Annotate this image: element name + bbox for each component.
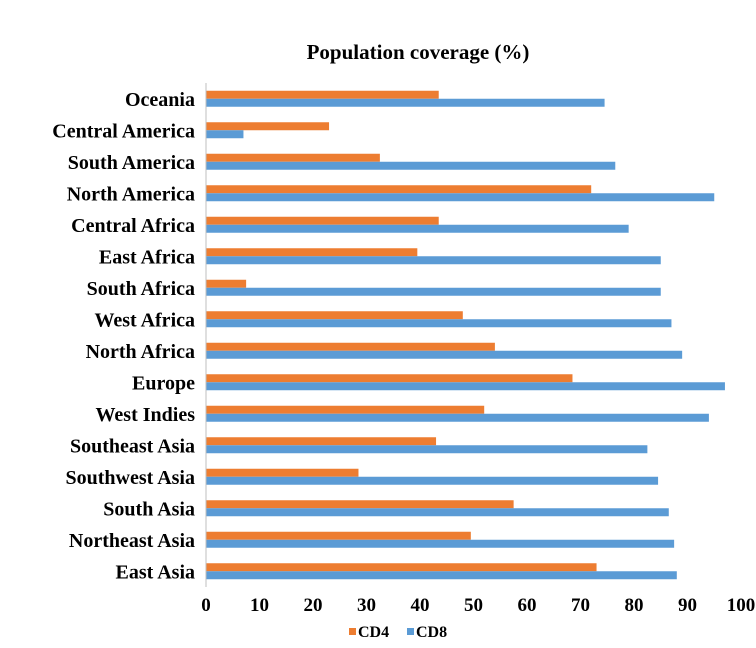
category-label: West Indies: [96, 404, 196, 426]
bar-cd8-northeast-asia: [206, 539, 675, 548]
bar-cd8-oceania: [206, 98, 605, 107]
bar-cd4-north-america: [206, 185, 592, 194]
category-label: East Africa: [99, 246, 195, 268]
bar-cd4-southeast-asia: [206, 437, 437, 446]
bar-cd8-south-africa: [206, 287, 661, 296]
category-label: North America: [67, 183, 195, 205]
bar-cd4-south-asia: [206, 500, 514, 509]
bar-cd4-south-africa: [206, 279, 247, 288]
bar-cd8-south-asia: [206, 508, 669, 517]
category-label: Europe: [132, 372, 195, 394]
category-label: Oceania: [125, 89, 195, 111]
x-axis-ticks: 0 10 20 30 40 50 60 70 80 90 100: [201, 595, 755, 616]
category-label: South America: [68, 152, 195, 174]
x-tick-label: 80: [625, 595, 644, 616]
bar-cd4-oceania: [206, 90, 439, 99]
bars-group: [206, 90, 725, 580]
bar-cd4-southwest-asia: [206, 468, 359, 477]
category-label: West Africa: [94, 309, 195, 331]
bar-cd4-central-america: [206, 122, 330, 131]
bar-cd8-europe: [206, 382, 725, 391]
category-label: Central America: [52, 120, 195, 142]
category-label: East Asia: [116, 561, 195, 583]
bar-cd4-east-asia: [206, 563, 597, 572]
x-tick-label: 50: [464, 595, 483, 616]
bar-cd4-north-africa: [206, 342, 495, 351]
bar-cd8-west-indies: [206, 413, 709, 422]
bar-cd8-central-america: [206, 130, 244, 139]
legend-label-cd8: CD8: [416, 624, 447, 641]
bar-cd8-north-america: [206, 193, 715, 202]
bar-cd8-east-asia: [206, 571, 677, 580]
chart-title: Population coverage (%): [307, 40, 530, 64]
bar-cd4-west-indies: [206, 405, 485, 414]
category-label: Central Africa: [71, 215, 195, 237]
category-label: Southwest Asia: [66, 467, 195, 489]
legend-swatch-cd4: [349, 628, 356, 635]
legend-label-cd4: CD4: [358, 624, 389, 641]
x-tick-label: 0: [201, 595, 211, 616]
bar-cd4-northeast-asia: [206, 531, 471, 540]
bar-cd4-central-africa: [206, 216, 439, 225]
bar-cd4-east-africa: [206, 248, 418, 257]
bar-cd4-south-america: [206, 153, 380, 162]
bar-cd4-west-africa: [206, 311, 463, 320]
category-label: North Africa: [86, 341, 195, 363]
legend: CD4 CD8: [349, 624, 447, 641]
x-tick-label: 90: [678, 595, 697, 616]
bar-cd8-central-africa: [206, 224, 629, 233]
bar-cd8-southeast-asia: [206, 445, 648, 454]
bar-cd8-east-africa: [206, 256, 661, 265]
x-tick-label: 100: [727, 595, 756, 616]
category-labels: Oceania Central America South America North…: [52, 89, 195, 584]
x-tick-label: 40: [411, 595, 430, 616]
category-label: South Asia: [103, 498, 195, 520]
bar-cd8-west-africa: [206, 319, 672, 328]
bar-cd4-europe: [206, 374, 573, 383]
x-tick-label: 60: [518, 595, 537, 616]
category-label: Northeast Asia: [69, 530, 195, 552]
category-label: South Africa: [87, 278, 195, 300]
legend-swatch-cd8: [407, 628, 414, 635]
x-tick-label: 20: [304, 595, 323, 616]
x-tick-label: 70: [571, 595, 590, 616]
bar-cd8-south-america: [206, 161, 616, 170]
x-tick-label: 30: [357, 595, 376, 616]
x-tick-label: 10: [250, 595, 269, 616]
bar-cd8-north-africa: [206, 350, 683, 359]
bar-cd8-southwest-asia: [206, 476, 659, 485]
category-label: Southeast Asia: [70, 435, 195, 457]
